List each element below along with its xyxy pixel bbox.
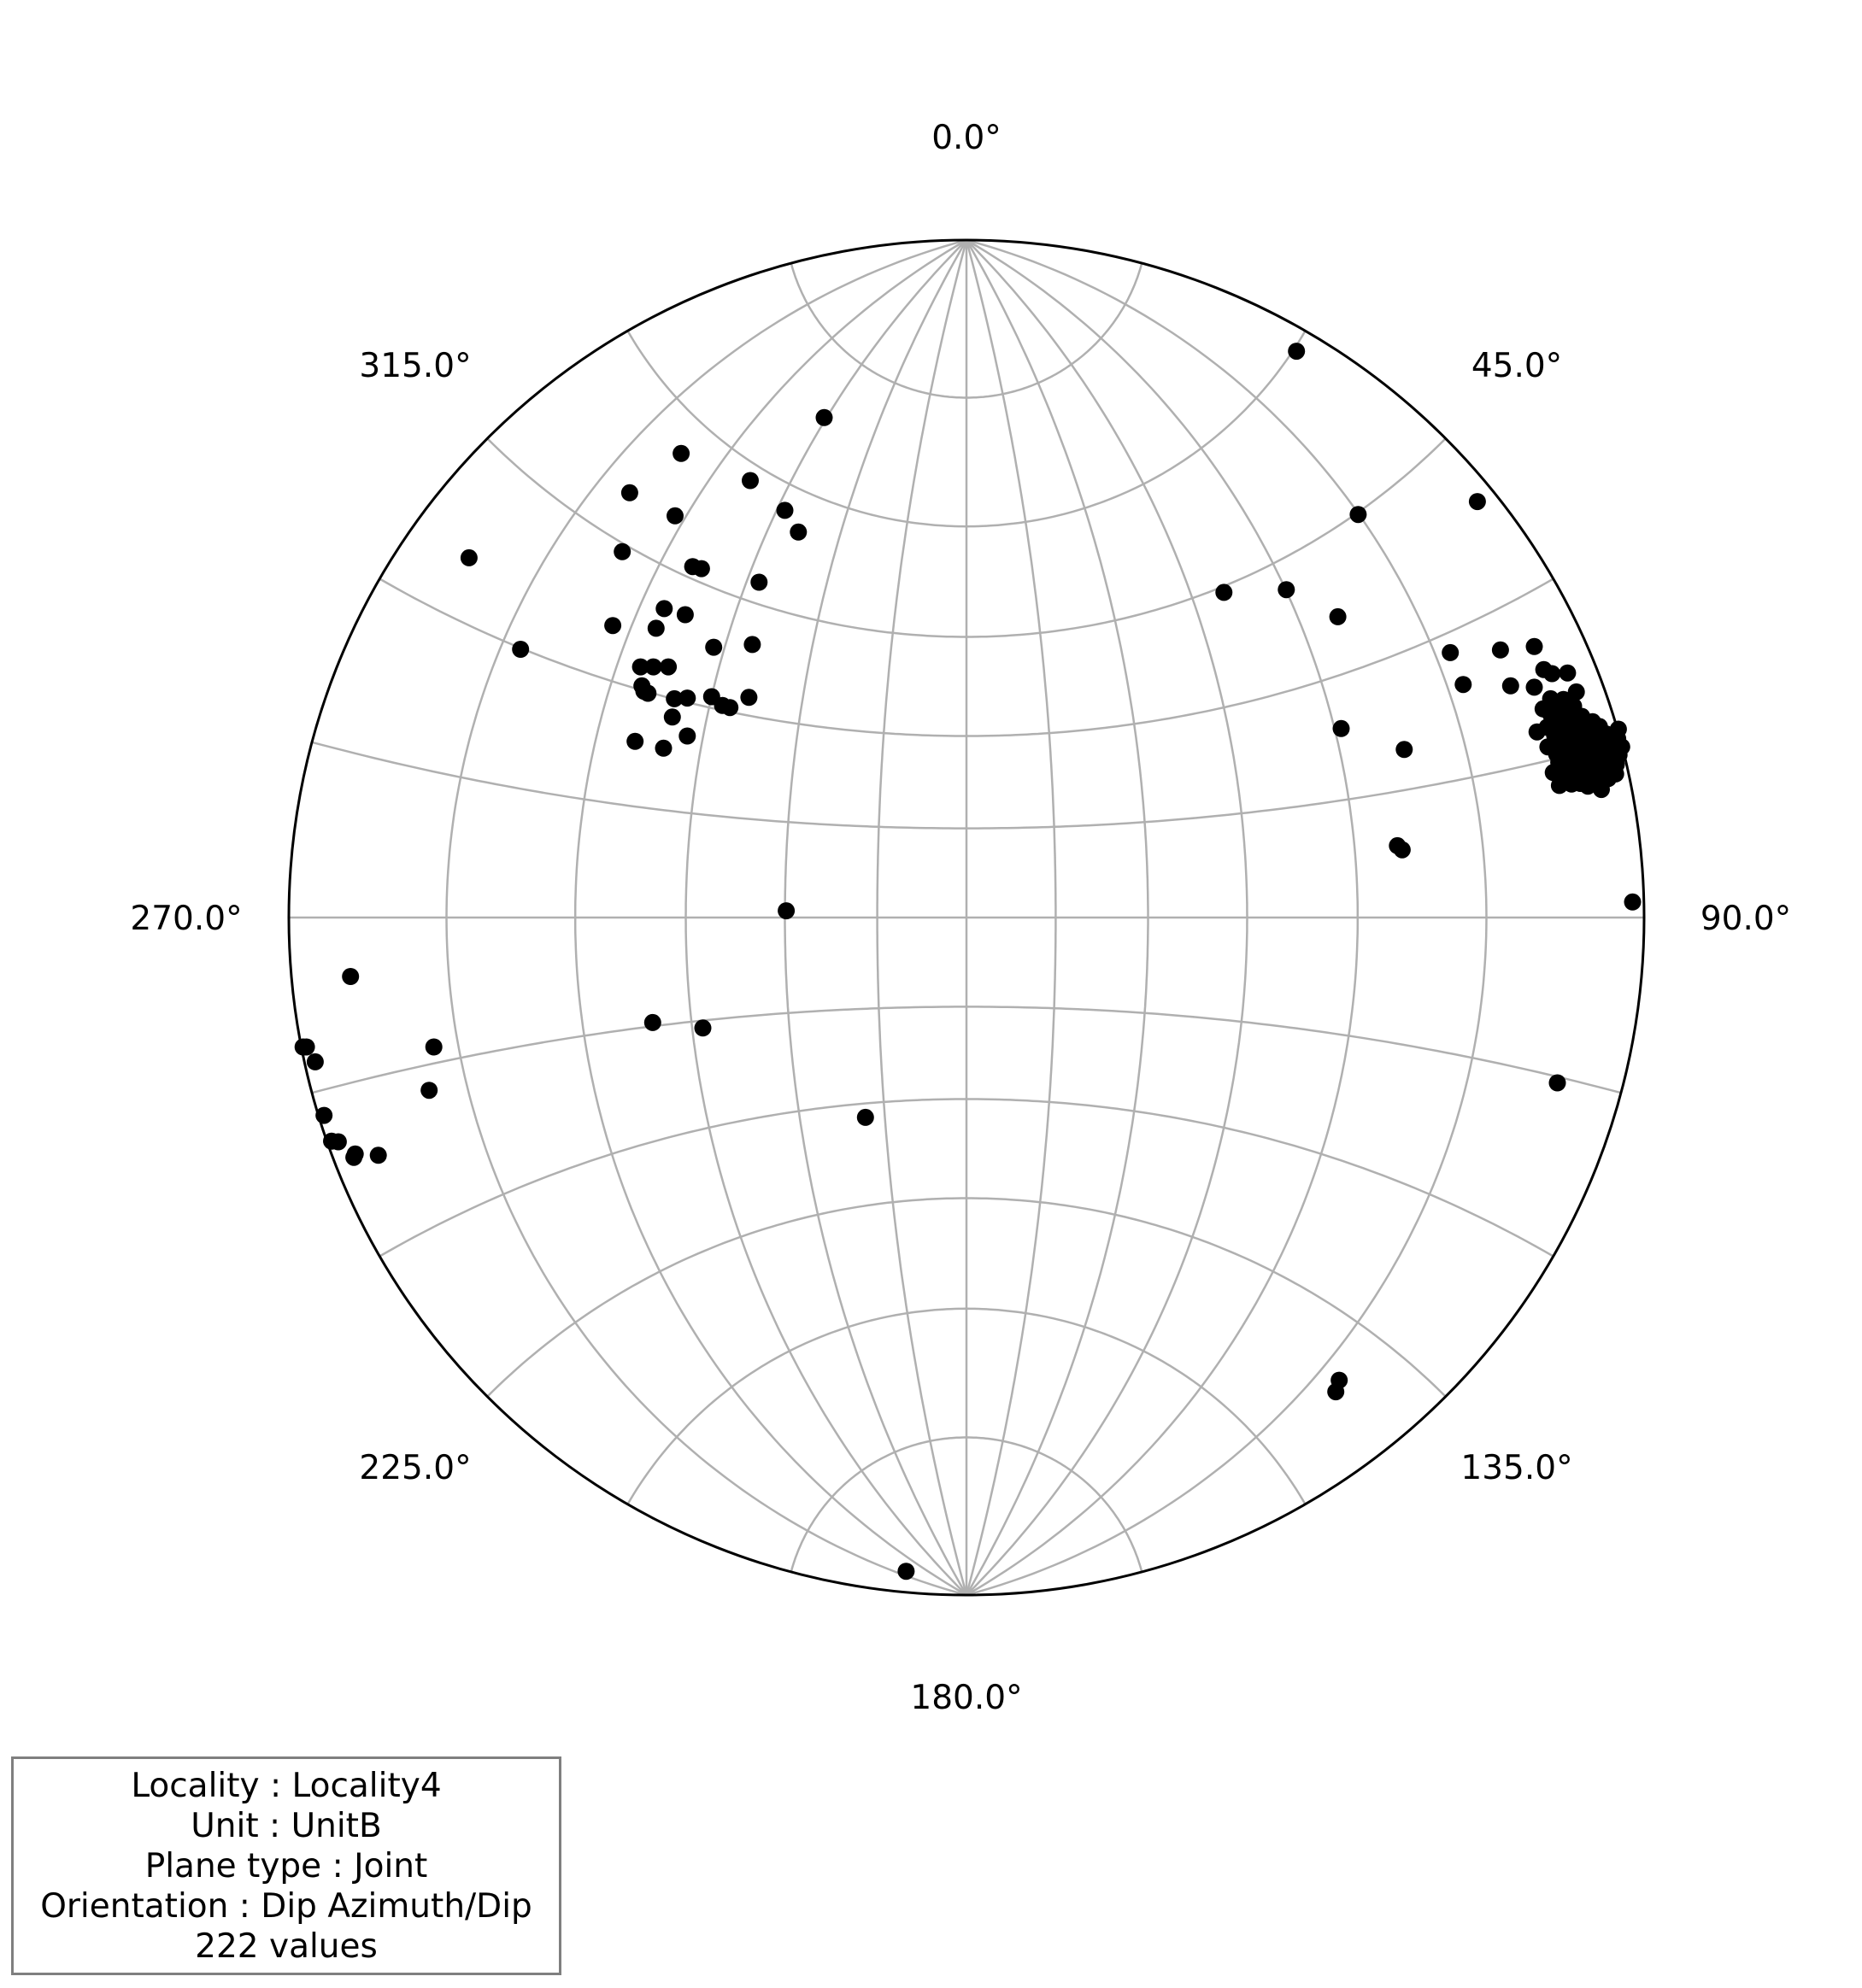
data-point — [1525, 678, 1543, 696]
data-point — [512, 641, 530, 658]
data-point — [663, 708, 681, 726]
data-point — [1332, 719, 1350, 737]
data-point — [684, 558, 702, 576]
data-point — [776, 501, 794, 519]
data-point — [1278, 581, 1295, 599]
data-point — [655, 600, 673, 618]
data-point — [306, 1053, 324, 1070]
data-point — [329, 1133, 347, 1151]
azimuth-label-90: 90.0° — [1700, 900, 1791, 938]
data-point — [1329, 607, 1347, 625]
data-point — [743, 636, 761, 654]
data-point — [614, 542, 631, 560]
data-point — [897, 1563, 915, 1580]
data-point — [1215, 583, 1233, 601]
data-point — [815, 408, 833, 426]
data-point — [460, 548, 478, 566]
info-box: Locality : Locality4 Unit : UnitB Plane … — [11, 1756, 561, 1975]
data-point — [604, 617, 622, 635]
data-point — [750, 573, 768, 591]
data-point — [660, 658, 678, 676]
data-point — [1288, 343, 1306, 361]
info-orientation: Orientation : Dip Azimuth/Dip — [40, 1886, 532, 1926]
data-point — [673, 444, 690, 462]
data-point — [420, 1082, 438, 1100]
data-point — [1525, 637, 1543, 655]
azimuth-label-135: 135.0° — [1460, 1449, 1572, 1487]
data-point — [1542, 706, 1559, 724]
data-point — [655, 739, 673, 757]
data-point — [1528, 723, 1546, 741]
data-point — [678, 727, 696, 745]
data-point — [1612, 738, 1630, 756]
grid-lines — [289, 238, 1644, 1597]
data-point — [1393, 841, 1411, 859]
data-point — [425, 1038, 443, 1056]
data-point — [1395, 741, 1413, 759]
data-point — [790, 523, 808, 541]
data-point — [1595, 771, 1612, 789]
data-points — [294, 343, 1642, 1580]
data-point — [369, 1146, 387, 1164]
data-point — [631, 658, 649, 676]
info-locality: Locality : Locality4 — [131, 1766, 442, 1805]
data-point — [740, 689, 758, 707]
data-point — [1539, 738, 1557, 756]
data-point — [1566, 730, 1584, 748]
data-point — [1442, 643, 1460, 661]
data-point — [1548, 1074, 1566, 1092]
data-point — [1542, 689, 1559, 707]
data-point — [1454, 676, 1472, 694]
data-point — [666, 689, 684, 707]
data-point — [705, 638, 723, 656]
data-point — [643, 1013, 661, 1031]
data-point — [1327, 1383, 1345, 1401]
data-point — [1559, 664, 1577, 682]
azimuth-label-45: 45.0° — [1471, 347, 1562, 385]
data-point — [346, 1145, 364, 1163]
data-point — [1501, 677, 1519, 695]
data-point — [1349, 506, 1367, 524]
data-point — [342, 968, 360, 985]
data-point — [721, 699, 739, 717]
azimuth-label-270: 270.0° — [130, 900, 242, 938]
data-point — [694, 1019, 712, 1037]
azimuth-label-315: 315.0° — [359, 347, 471, 385]
data-point — [1491, 641, 1509, 659]
data-point — [778, 902, 796, 920]
azimuth-label-0: 0.0° — [931, 119, 1001, 157]
azimuth-label-225: 225.0° — [359, 1449, 471, 1487]
azimuth-label-180: 180.0° — [910, 1679, 1022, 1717]
info-unit: Unit : UnitB — [191, 1806, 382, 1845]
info-value-count: 222 values — [195, 1926, 378, 1966]
data-point — [626, 732, 644, 750]
info-plane-type: Plane type : Joint — [144, 1846, 428, 1885]
data-point — [742, 472, 759, 490]
data-point — [1567, 683, 1585, 701]
data-point — [1543, 665, 1561, 683]
data-point — [678, 689, 696, 707]
data-point — [644, 658, 662, 676]
data-point — [1577, 717, 1595, 735]
data-point — [639, 684, 657, 702]
data-point — [1624, 893, 1642, 911]
data-point — [620, 484, 638, 501]
data-point — [315, 1106, 333, 1124]
data-point — [1550, 777, 1568, 795]
primitive-circle — [287, 238, 1646, 1597]
data-point — [667, 507, 684, 525]
data-point — [676, 606, 694, 624]
data-point — [1468, 493, 1486, 511]
data-point — [294, 1038, 312, 1056]
data-point — [647, 619, 665, 637]
data-point — [856, 1108, 874, 1126]
